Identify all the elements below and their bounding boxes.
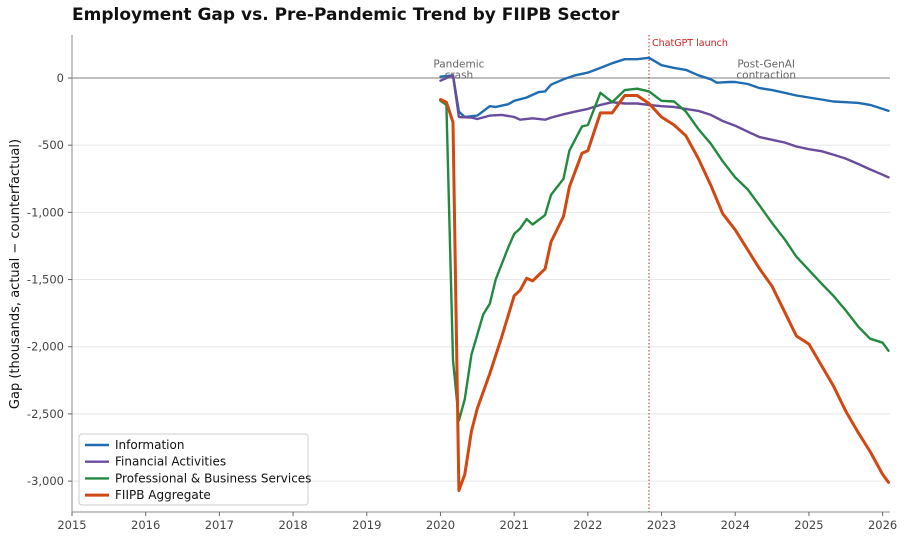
x-tick-label: 2016 [131, 518, 160, 532]
y-tick-label: -2,500 [27, 407, 64, 421]
legend-entry: FIIPB Aggregate [115, 488, 211, 502]
series-line-fiipb-aggregate [439, 94, 890, 492]
x-tick-label: 2022 [573, 518, 602, 532]
x-tick-label: 2020 [426, 518, 455, 532]
x-tick-label: 2026 [868, 518, 897, 532]
reference-lines [72, 35, 890, 512]
x-tick-label: 2025 [794, 518, 823, 532]
chart-title: Employment Gap vs. Pre-Pandemic Trend by… [72, 5, 620, 25]
annotation-label: Post-GenAI [737, 58, 795, 70]
y-tick-label: 0 [57, 71, 64, 85]
y-tick-label: -3,000 [27, 474, 64, 488]
x-tick-label: 2024 [721, 518, 750, 532]
x-tick-label: 2015 [57, 518, 86, 532]
legend-entry: Financial Activities [115, 455, 226, 469]
legend-box [78, 433, 309, 506]
x-tick-label: 2017 [205, 518, 234, 532]
tick-labels: 0 -500 -1,000 -1,500 -2,000 -2,500 -3,000 2015 2… [27, 71, 897, 532]
x-tick-label: 2021 [500, 518, 529, 532]
legend: Information Financial Activities Professio… [78, 433, 311, 506]
series-line-professional-business-services [439, 87, 890, 422]
y-tick-label: -1,500 [27, 273, 64, 287]
legend-entry: Professional & Business Services [115, 471, 311, 485]
y-tick-label: -2,000 [27, 340, 64, 354]
series-lines [439, 56, 890, 492]
y-tick-label: -1,000 [27, 205, 64, 219]
series-line-financial-activities [439, 74, 890, 179]
annotation-label: crash [445, 69, 474, 81]
x-tick-label: 2023 [647, 518, 676, 532]
y-tick-label: -500 [38, 138, 64, 152]
x-tick-label: 2019 [352, 518, 381, 532]
chatgpt-launch-label: ChatGPT launch [652, 38, 728, 49]
series-line-information [439, 56, 890, 119]
axes [71, 35, 890, 513]
annotation-label: Pandemic [433, 58, 484, 70]
x-tick-label: 2018 [278, 518, 307, 532]
y-axis-label: Gap (thousands, actual − counterfactual) [8, 139, 23, 409]
legend-entry: Information [115, 438, 184, 452]
annotation-label: contraction [736, 69, 796, 81]
